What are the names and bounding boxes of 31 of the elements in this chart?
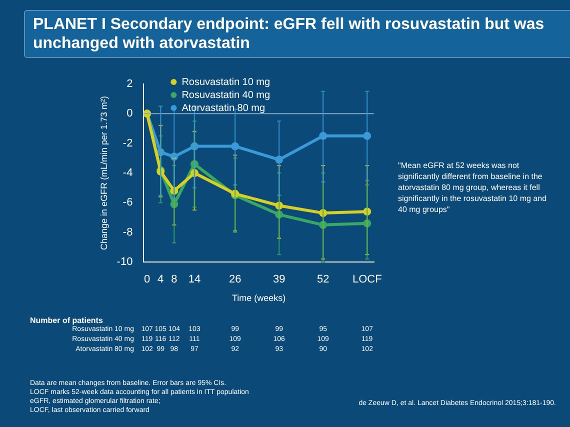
- y-tick-label: -10: [116, 256, 133, 268]
- y-tick-label: 2: [126, 78, 133, 90]
- legend-label: Atorvastatin 80 mg: [182, 102, 266, 114]
- y-tick-label: -8: [122, 226, 133, 238]
- x-tick-label: LOCF: [352, 274, 382, 286]
- x-tick-label: 0: [144, 274, 150, 286]
- x-tick-label: 39: [272, 274, 286, 286]
- point: [319, 132, 328, 140]
- point: [363, 219, 372, 228]
- legend-label: Rosuvastatin 10 mg: [182, 76, 270, 88]
- y-tick-label: 0: [126, 108, 133, 120]
- text: Number of patients: [30, 316, 103, 325]
- point: [190, 142, 198, 150]
- x-tick-label: 4: [158, 274, 164, 286]
- point: [319, 220, 328, 229]
- point: [275, 210, 284, 219]
- text: "Mean eGFR at 52 weeks was not significantly different from baseline in the atorvastatin 80 mg group, whereas it fell significantly in the rosuvastatin 10 mg and 40 mg groups": [398, 160, 548, 215]
- x-tick-label: 26: [228, 274, 242, 286]
- y-tick-label: -2: [122, 137, 133, 150]
- y-axis-title: Change in eGFR (mL/min per 1.73 m²): [98, 96, 109, 250]
- point: [231, 142, 240, 150]
- point: [275, 156, 284, 164]
- point: [363, 132, 372, 140]
- x-tick-label: 8: [171, 274, 178, 286]
- y-tick-label: -6: [122, 196, 133, 209]
- x-tick-label: 14: [188, 274, 201, 286]
- chart-title: PLANET I Secondary endpoint: eGFR fell with rosuvastatin but was unchanged with atorvastatin: [24, 10, 570, 58]
- y-tick-label: -4: [122, 167, 133, 180]
- legend-label: Rosuvastatin 40 mg: [182, 90, 270, 101]
- x-tick-label: 52: [316, 274, 330, 286]
- x-axis-title: Time (weeks): [232, 293, 286, 304]
